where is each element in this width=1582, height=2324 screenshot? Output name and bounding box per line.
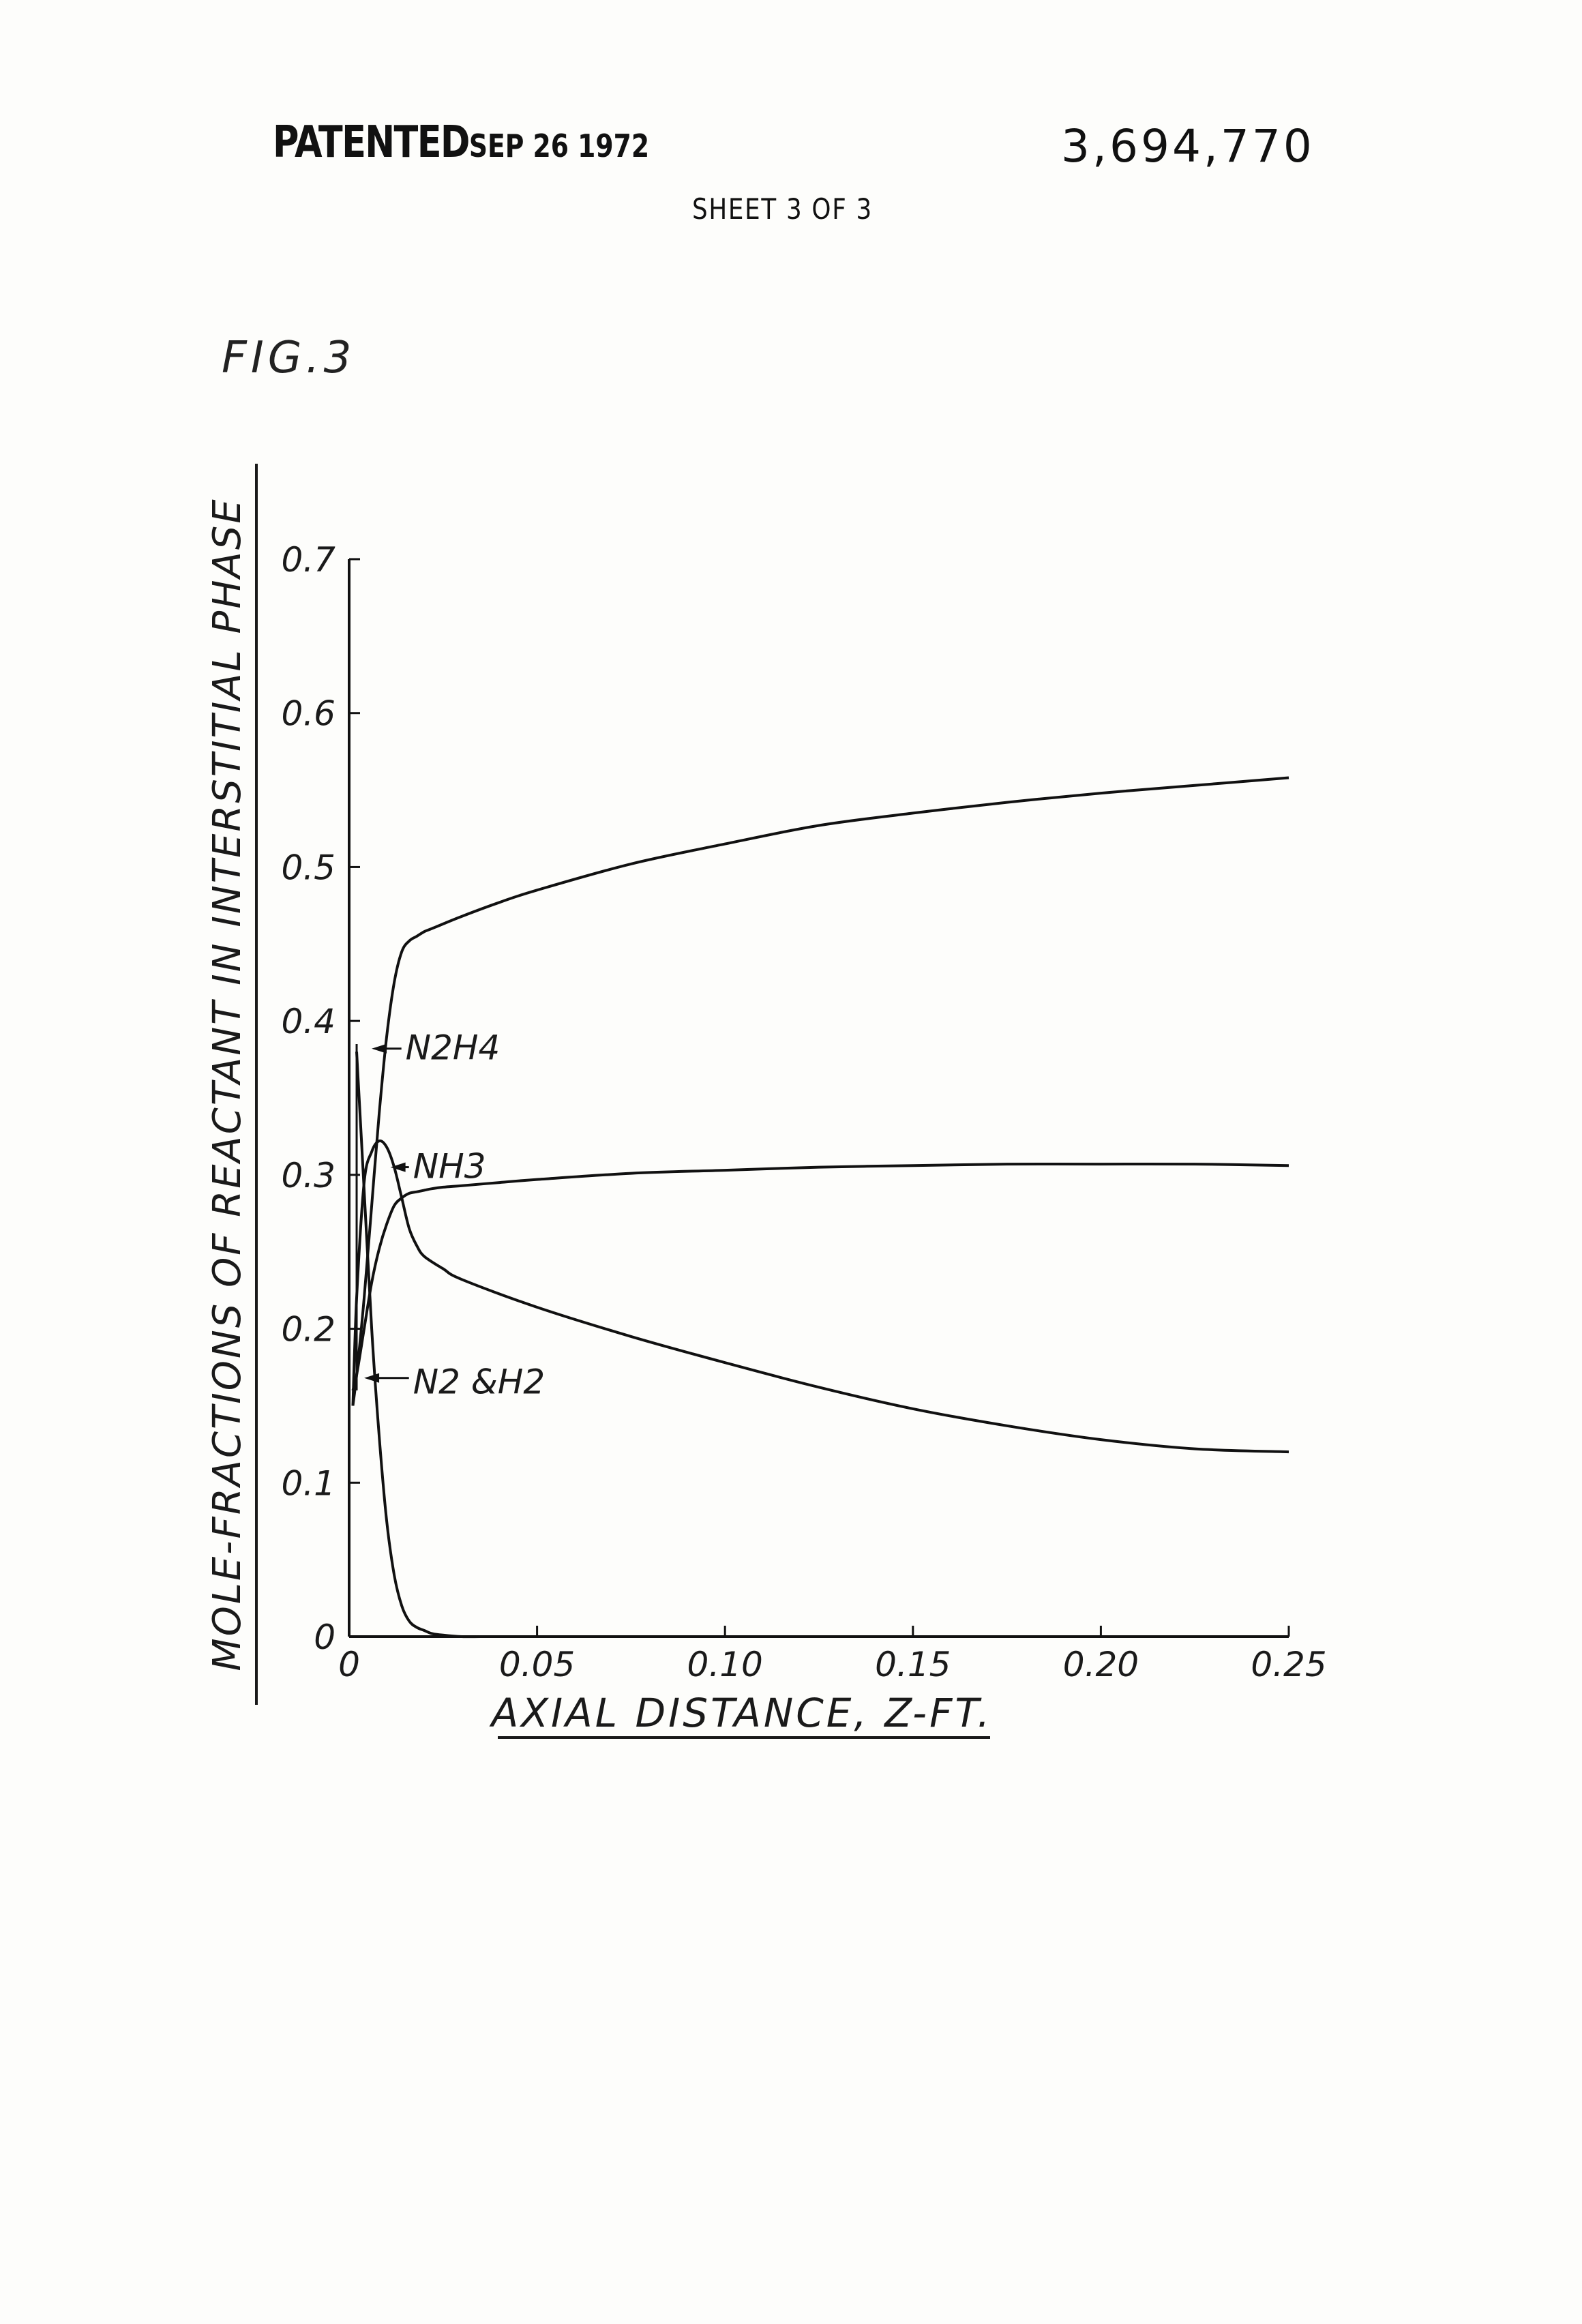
y-tick-label: 0.4 [281,1002,335,1041]
annotation-label: N2 &H2 [413,1362,546,1401]
annotation-label: N2H4 [406,1028,501,1068]
y-tick-label: 0.5 [281,848,335,887]
y-tick-label: 0.7 [281,540,335,580]
series-line-4 [353,778,1289,1406]
chart-annotations: N2H4 NH3 N2 &H2 [357,1028,545,1402]
chart-axes: 0 0.1 0.2 0.3 0.4 0.5 0.6 0.7 0 0.05 0.10 0.15 0.20 0… [281,540,1326,1684]
x-tick-label: 0 [338,1645,360,1684]
y-tick-label: 0.6 [281,694,335,734]
x-tick-label: 0.25 [1251,1645,1326,1684]
y-axis-title: MOLE-FRACTIONS OF REACTANT IN INTERSTITI… [205,497,250,1671]
annotation-arrowhead [372,1044,387,1054]
annotation-arrowhead [364,1373,379,1383]
y-tick-label: 0 [314,1618,335,1657]
x-axis-title: AXIAL DISTANCE, Z-FT. [489,1690,993,1736]
x-tick-label: 0.05 [499,1645,575,1684]
x-tick-label: 0.15 [875,1645,951,1684]
y-tick-label: 0.3 [281,1156,335,1195]
y-tick-label: 0.2 [281,1310,335,1350]
series-line-2 [353,1141,1289,1452]
series-line-3 [353,1164,1289,1390]
x-tick-label: 0.10 [687,1645,763,1684]
annotation-label: NH3 [413,1146,486,1186]
y-tick-label: 0.1 [281,1463,335,1503]
chart-series-layer [353,778,1289,1637]
x-tick-label: 0.20 [1063,1645,1139,1684]
